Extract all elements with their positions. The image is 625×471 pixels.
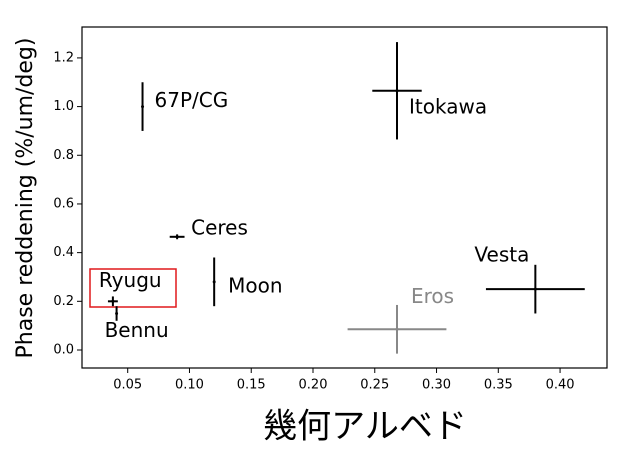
point-label: Eros — [411, 284, 454, 308]
point — [533, 287, 537, 291]
point-label: Ryugu — [99, 268, 162, 292]
y-tick-label: 0.6 — [53, 196, 74, 211]
x-tick-label: 0.20 — [299, 378, 328, 393]
point-label: 67P/CG — [155, 88, 229, 112]
x-tick-label: 0.30 — [422, 378, 451, 393]
y-tick-label: 1.2 — [53, 50, 74, 65]
point-label: Itokawa — [409, 94, 487, 118]
highlight-box — [89, 268, 177, 308]
x-tick-label: 0.15 — [237, 378, 266, 393]
plot-frame — [81, 26, 608, 369]
y-tick-label: 0.8 — [53, 148, 74, 163]
point-label: Ceres — [191, 215, 248, 239]
point-label: Moon — [228, 273, 282, 297]
point — [212, 280, 216, 284]
y-tick-label: 1.0 — [53, 99, 74, 114]
x-axis-label: 幾何アルベド — [263, 407, 467, 447]
x-tick-label: 0.10 — [175, 378, 204, 393]
x-tick-label: 0.40 — [546, 378, 575, 393]
point — [175, 235, 179, 239]
point — [111, 299, 115, 303]
y-tick-label: 0.0 — [53, 342, 74, 357]
x-tick-label: 0.25 — [360, 378, 389, 393]
y-tick-label: 0.2 — [53, 294, 74, 309]
y-tick-label: 0.4 — [53, 245, 74, 260]
point — [115, 311, 119, 315]
point — [395, 89, 399, 93]
x-tick-label: 0.35 — [484, 378, 513, 393]
y-axis-label: Phase reddening (%/um/deg) — [13, 38, 38, 359]
x-tick-label: 0.05 — [113, 378, 142, 393]
point-label: Vesta — [474, 243, 529, 267]
point — [141, 105, 145, 109]
point-label: Bennu — [105, 318, 169, 342]
point — [395, 327, 399, 331]
